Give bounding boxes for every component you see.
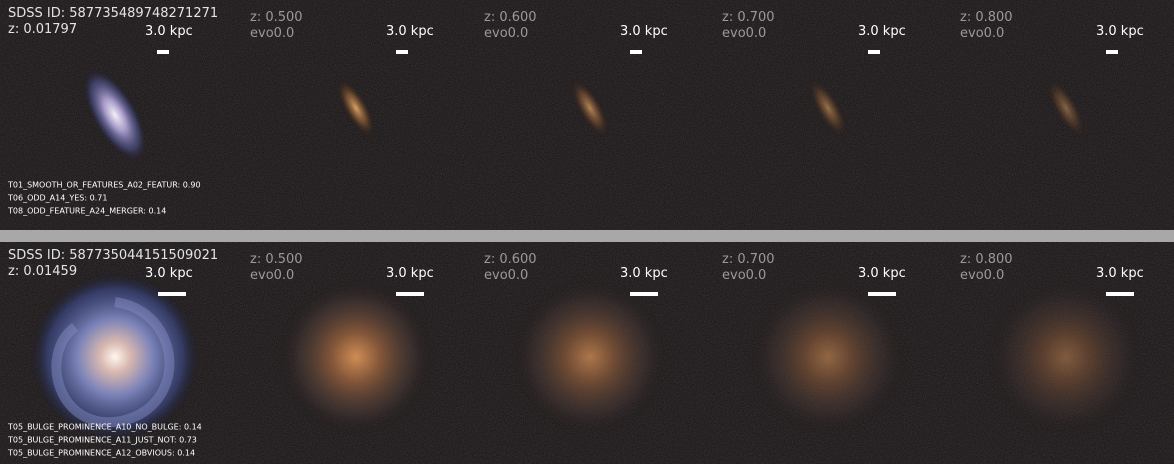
scale-label: 3.0 kpc (386, 24, 434, 39)
galaxy (336, 77, 376, 139)
scale-label: 3.0 kpc (1096, 24, 1144, 39)
classification: T08_ODD_FEATURE_A24_MERGER: 0.14 (7, 207, 166, 216)
sdss-id: SDSS ID: 587735489748271271 (8, 6, 218, 21)
evolution: evo0.0 (960, 268, 1004, 283)
scale-bar (158, 292, 186, 296)
redshift: z: 0.600 (484, 252, 537, 267)
galaxy (1046, 77, 1086, 139)
redshift: z: 0.800 (960, 252, 1013, 267)
redshift: z: 0.700 (722, 10, 775, 25)
galaxy (808, 77, 848, 139)
evolution: evo0.0 (250, 268, 294, 283)
redshift: z: 0.01459 (8, 264, 77, 279)
classification: T05_BULGE_PROMINENCE_A11_JUST_NOT: 0.73 (7, 436, 197, 445)
evolution: evo0.0 (484, 26, 528, 41)
evolution: evo0.0 (722, 268, 766, 283)
galaxy (276, 277, 436, 437)
galaxy (748, 277, 908, 437)
redshift: z: 0.500 (250, 252, 303, 267)
galaxy (570, 77, 610, 139)
classification: T05_BULGE_PROMINENCE_A12_OBVIOUS: 0.14 (7, 449, 195, 458)
scale-label: 3.0 kpc (858, 266, 906, 281)
scale-bar (868, 292, 896, 296)
row-separator (0, 230, 1174, 242)
scale-bar (396, 292, 424, 296)
sdss-id: SDSS ID: 587735044151509021 (8, 248, 218, 263)
evolution: evo0.0 (722, 26, 766, 41)
redshift: z: 0.500 (250, 10, 303, 25)
galaxy (30, 272, 200, 442)
galaxy (986, 277, 1146, 437)
evolution: evo0.0 (484, 268, 528, 283)
redshift: z: 0.01797 (8, 22, 77, 37)
evolution: evo0.0 (960, 26, 1004, 41)
scale-bar (630, 292, 658, 296)
evolution: evo0.0 (250, 26, 294, 41)
scale-label: 3.0 kpc (145, 266, 193, 281)
classification: T06_ODD_A14_YES: 0.71 (7, 194, 107, 203)
scale-bar (630, 50, 642, 54)
scale-label: 3.0 kpc (1096, 266, 1144, 281)
scale-bar (157, 50, 169, 54)
spiral-arm (51, 297, 175, 428)
scale-bar (1106, 50, 1118, 54)
scale-label: 3.0 kpc (145, 24, 193, 39)
scale-label: 3.0 kpc (620, 266, 668, 281)
scale-bar (868, 50, 880, 54)
redshift: z: 0.800 (960, 10, 1013, 25)
redshift: z: 0.700 (722, 252, 775, 267)
classification: T01_SMOOTH_OR_FEATURES_A02_FEATUR: 0.90 (7, 181, 201, 190)
scale-bar (396, 50, 408, 54)
galaxy (510, 277, 670, 437)
scale-label: 3.0 kpc (386, 266, 434, 281)
galaxy (82, 68, 148, 162)
scale-bar (1106, 292, 1134, 296)
scale-label: 3.0 kpc (858, 24, 906, 39)
scale-label: 3.0 kpc (620, 24, 668, 39)
classification: T05_BULGE_PROMINENCE_A10_NO_BULGE: 0.14 (7, 423, 202, 432)
redshift: z: 0.600 (484, 10, 537, 25)
